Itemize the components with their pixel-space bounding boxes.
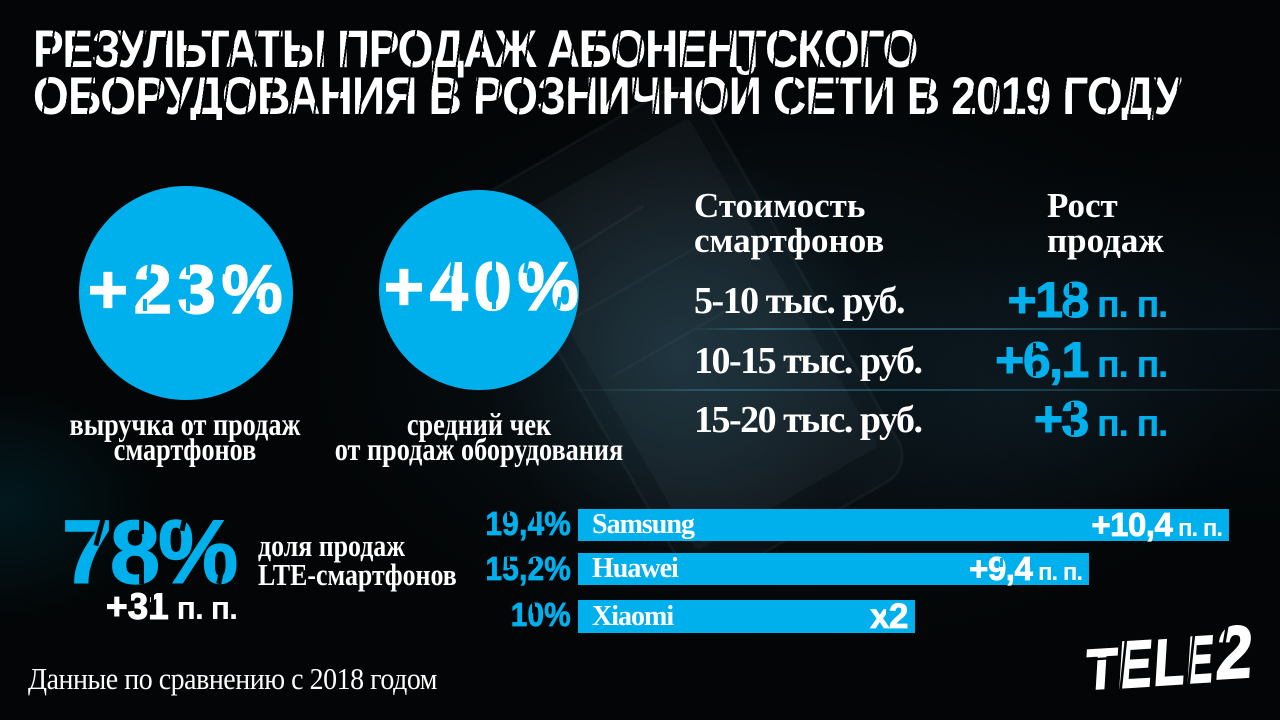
svg-text:T: T <box>1084 637 1119 703</box>
svg-text:E: E <box>1116 627 1155 703</box>
svg-text:2: 2 <box>1214 610 1255 695</box>
svg-text:E: E <box>1185 622 1216 698</box>
svg-text:L: L <box>1152 624 1188 699</box>
